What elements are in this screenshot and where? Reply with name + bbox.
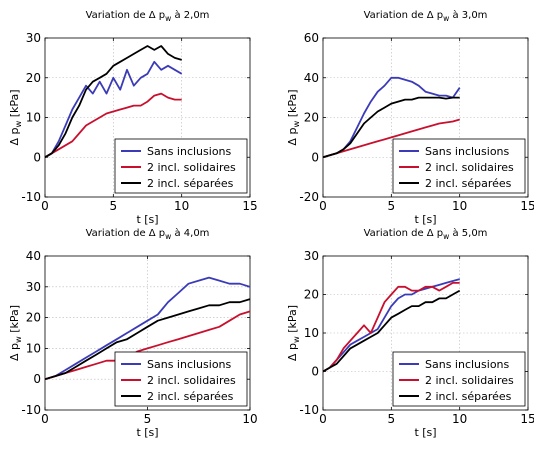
chart-title: Variation de Δ pw à 5,0m	[364, 227, 488, 241]
y-tick-label: 40	[304, 71, 319, 85]
chart-title: Variation de Δ pw à 2,0m	[86, 9, 210, 23]
x-tick-label: 10	[242, 412, 257, 426]
legend-entry: Sans inclusions	[147, 145, 232, 158]
legend-entry: 2 incl. solidaires	[425, 374, 514, 387]
y-tick-label: 20	[304, 288, 319, 302]
x-tick-label: 10	[452, 199, 467, 213]
y-tick-label: 20	[304, 111, 319, 125]
x-tick-label: 0	[41, 199, 49, 213]
y-tick-label: -10	[21, 190, 41, 204]
y-tick-label: -20	[299, 190, 319, 204]
legend-entry: 2 incl. séparées	[425, 177, 512, 190]
y-tick-label: 0	[311, 150, 319, 164]
x-tick-label: 15	[520, 199, 534, 213]
y-tick-label: 0	[33, 372, 41, 386]
y-tick-label: 30	[26, 31, 41, 45]
x-tick-label: 15	[242, 199, 257, 213]
x-tick-label: 5	[110, 199, 118, 213]
series-line-2	[44, 92, 182, 159]
series-line-2	[322, 281, 460, 373]
legend: Sans inclusions 2 incl. solidaires 2 incl.…	[114, 351, 248, 407]
y-axis-label: Δ pw [kPa]	[8, 89, 23, 145]
series-line-3	[44, 45, 182, 159]
y-tick-label: 20	[26, 71, 41, 85]
y-axis-label: Δ pw [kPa]	[8, 305, 23, 361]
x-tick-label: 5	[144, 412, 152, 426]
series-line-3	[322, 289, 461, 373]
x-axis-label: t [s]	[136, 426, 158, 439]
y-tick-label: 10	[304, 326, 319, 340]
series-line-2	[322, 118, 460, 159]
x-axis-label: t [s]	[414, 213, 436, 226]
y-tick-label: -10	[299, 403, 319, 417]
y-tick-label: 10	[26, 341, 41, 355]
series-line-2	[44, 310, 251, 381]
x-tick-label: 0	[41, 412, 49, 426]
x-tick-label: 0	[319, 199, 327, 213]
legend-entry: 2 incl. solidaires	[147, 374, 236, 387]
y-tick-label: -10	[21, 403, 41, 417]
y-tick-label: 60	[304, 31, 319, 45]
x-tick-label: 5	[388, 412, 396, 426]
x-tick-label: 10	[452, 412, 467, 426]
series-line-1	[44, 276, 251, 381]
legend: Sans inclusions 2 incl. solidaires 2 incl.…	[392, 138, 526, 194]
series-line-1	[322, 278, 460, 373]
y-tick-label: 0	[33, 150, 41, 164]
y-axis-label: Δ pw [kPa]	[286, 89, 301, 145]
legend: Sans inclusions 2 incl. solidaires 2 incl.…	[392, 351, 526, 407]
y-tick-label: 30	[26, 280, 41, 294]
y-tick-label: 40	[26, 249, 41, 263]
x-axis-label: t [s]	[414, 426, 436, 439]
x-tick-label: 5	[388, 199, 396, 213]
legend-entry: 2 incl. séparées	[147, 177, 234, 190]
legend-entry: Sans inclusions	[425, 145, 510, 158]
x-tick-label: 10	[174, 199, 189, 213]
series-line-1	[44, 60, 183, 159]
legend-entry: Sans inclusions	[425, 358, 510, 371]
legend-entry: 2 incl. séparées	[425, 390, 512, 403]
x-tick-label: 15	[520, 412, 534, 426]
legend-entry: 2 incl. séparées	[147, 390, 234, 403]
legend-entry: 2 incl. solidaires	[425, 161, 514, 174]
x-tick-label: 0	[319, 412, 327, 426]
y-tick-label: 0	[311, 365, 319, 379]
series-line-3	[44, 298, 251, 381]
legend-entry: Sans inclusions	[147, 358, 232, 371]
y-tick-label: 30	[304, 249, 319, 263]
y-axis-label: Δ pw [kPa]	[286, 305, 301, 361]
x-axis-label: t [s]	[136, 213, 158, 226]
y-tick-label: 20	[26, 311, 41, 325]
series-line-3	[322, 96, 460, 159]
legend-entry: 2 incl. solidaires	[147, 161, 236, 174]
y-tick-label: 10	[26, 111, 41, 125]
chart-title: Variation de Δ pw à 3,0m	[364, 9, 488, 23]
legend: Sans inclusions 2 incl. solidaires 2 incl.…	[114, 138, 248, 194]
chart-title: Variation de Δ pw à 4,0m	[86, 227, 210, 241]
